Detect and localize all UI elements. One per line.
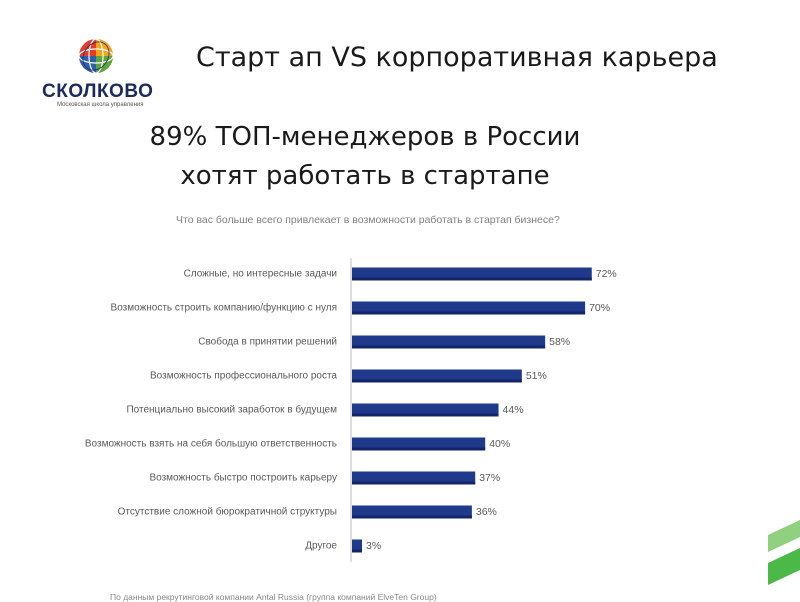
skolkovo-logo: СКОЛКОВО Московская школа управления [40, 34, 154, 110]
category-label: Сложные, но интересные задачи [184, 269, 337, 280]
bar-shadow [352, 379, 522, 383]
category-label: Потенциально высокий заработок в будущем [126, 404, 337, 416]
skolkovo-globe-icon [78, 38, 114, 74]
logo-name: СКОЛКОВО [42, 81, 154, 102]
bar-shadow [352, 447, 486, 451]
category-label: Возможность строить компанию/функцию с н… [111, 302, 337, 314]
bar-shadow [352, 481, 476, 485]
corner-decoration [768, 520, 800, 585]
green-stripe-dark [768, 548, 800, 585]
bar-shadow [352, 549, 362, 553]
value-label: 37% [479, 472, 500, 484]
bar-shadow [352, 277, 592, 281]
logo-subtitle: Московская школа управления [57, 102, 144, 108]
source-note: По данным рекрутинговой компании Antal R… [110, 592, 437, 602]
bar-shadow [352, 345, 546, 349]
bar-shadow [352, 413, 499, 417]
value-label: 40% [489, 438, 510, 450]
headline-line-1: 89% ТОП-менеджеров в России [149, 122, 581, 152]
bar [352, 539, 362, 553]
bar-shadow [352, 311, 586, 315]
category-label: Возможность профессионального роста [150, 370, 337, 382]
bar [352, 505, 472, 519]
bar [352, 267, 592, 281]
value-label: 3% [366, 540, 381, 552]
bar [352, 301, 586, 315]
category-label: Возможность быстро построить карьеру [149, 472, 337, 484]
category-label: Возможность взять на себя большую ответс… [85, 438, 337, 450]
category-label: Свобода в принятии решений [198, 336, 337, 348]
bar [352, 403, 499, 417]
bar [352, 471, 476, 485]
headline: 89% ТОП-менеджеров в России хотят работа… [90, 118, 640, 196]
slide-title: Старт ап VS корпоративная карьера [196, 42, 718, 73]
bar-shadow [352, 515, 472, 519]
headline-line-2: хотят работать в стартапе [180, 161, 550, 191]
value-label: 58% [549, 336, 570, 348]
green-stripe-light [768, 520, 800, 552]
bar [352, 335, 546, 349]
bar [352, 437, 486, 451]
value-label: 44% [503, 404, 524, 416]
value-label: 36% [476, 506, 497, 518]
value-label: 70% [589, 302, 610, 314]
bar-chart: Сложные, но интересные задачи 72% Возможно… [85, 258, 617, 562]
value-label: 72% [596, 268, 617, 280]
category-label: Другое [305, 541, 337, 552]
bar [352, 369, 522, 383]
chart-title: Что вас больше всего привлекает в возмож… [176, 214, 560, 226]
category-label: Отсутствие сложной бюрократичной структу… [118, 506, 337, 518]
value-label: 51% [526, 370, 547, 382]
